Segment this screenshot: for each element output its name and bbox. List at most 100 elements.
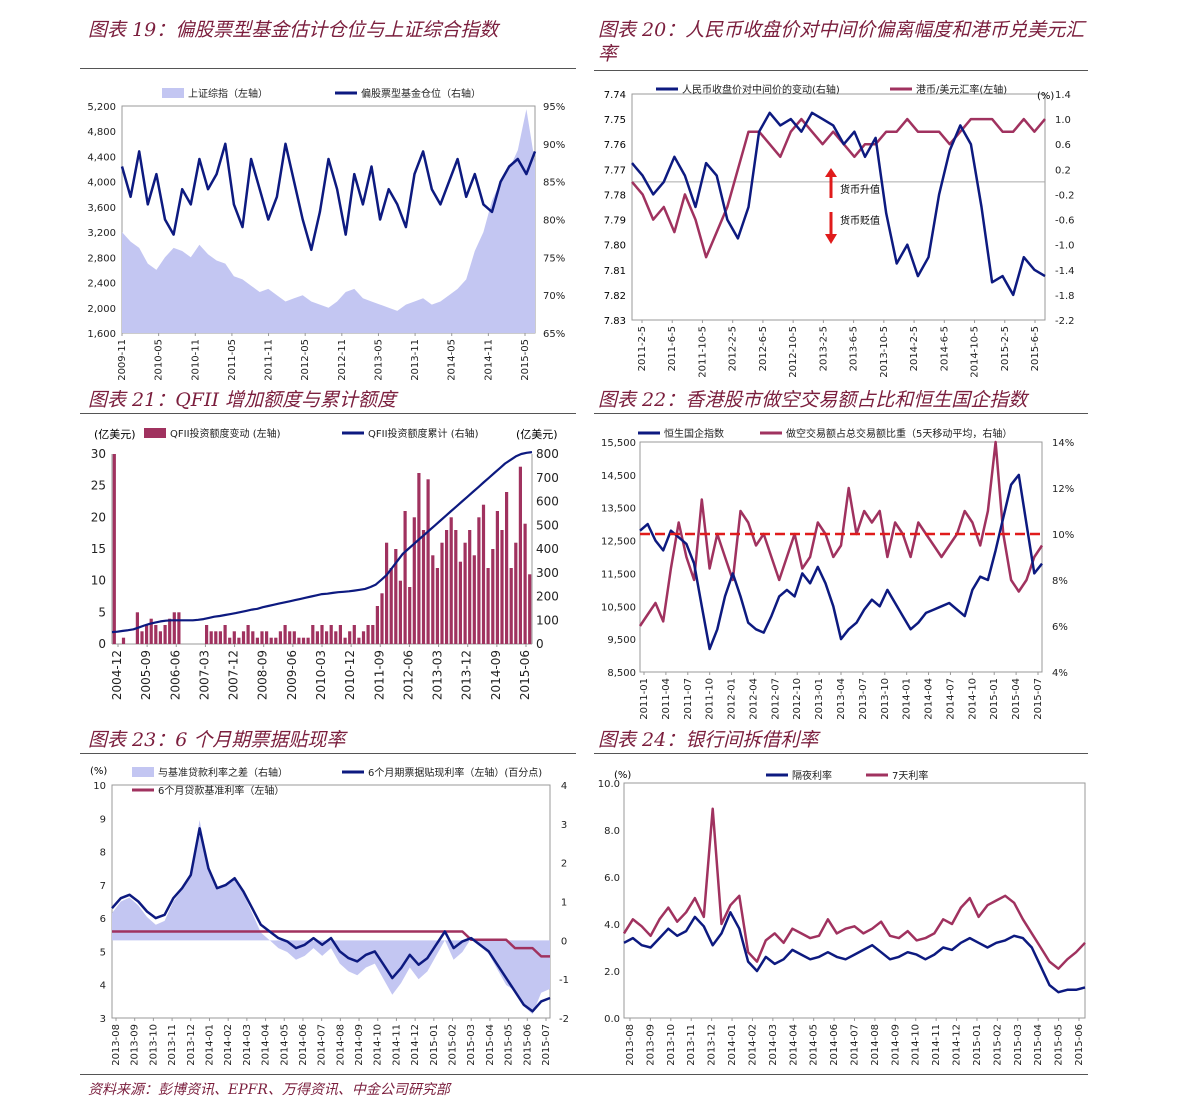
x-tick-label: 2012-11 <box>337 339 348 380</box>
legend-label: 隔夜利率 <box>792 769 832 782</box>
plot-frame <box>111 784 551 1019</box>
y-tick-label: 2 <box>561 859 567 870</box>
x-tick-label: 2013-12 <box>186 1024 197 1066</box>
quota-bar <box>158 631 162 644</box>
y-tick-label: 7.75 <box>604 115 626 126</box>
legend-label: 恒生国企指数 <box>664 427 724 440</box>
quota-bar <box>421 530 426 644</box>
quota-bar <box>403 511 407 644</box>
x-tick-label: 2014-06 <box>829 1024 840 1066</box>
y-tick-label: 8 <box>100 848 106 859</box>
quota-bar <box>481 504 486 644</box>
y-tick-label: -1.0 <box>1055 241 1075 252</box>
legend-label: QFII投资额度累计 (右轴) <box>368 427 479 440</box>
y-tick-label: 10 <box>93 781 106 792</box>
x-tick-label: 2015-01 <box>972 1024 983 1066</box>
x-tick-label: 2005-09 <box>139 650 153 700</box>
x-tick-label: 2013-11 <box>686 1024 697 1066</box>
x-tick-label: 2011-11 <box>264 339 275 380</box>
quota-bar <box>205 625 209 644</box>
x-tick-label: 2015-01 <box>429 1024 440 1066</box>
x-tick-label: 2010-03 <box>314 650 328 700</box>
y-tick-label: 70% <box>543 291 565 302</box>
x-tick-label: 2013-12 <box>707 1024 718 1066</box>
quota-bar <box>394 549 398 644</box>
x-tick-label: 2014-05 <box>279 1024 290 1066</box>
y-tick-label: 1,600 <box>87 329 116 340</box>
x-tick-label: 2014-02 <box>747 1024 758 1066</box>
x-tick-label: 2015-01 <box>989 678 1000 720</box>
x-tick-label: 2015-06 <box>518 650 532 700</box>
chart-title: 图表 23：6 个月期票据贴现率 <box>88 729 346 751</box>
y-tick-label: 4 <box>561 781 567 792</box>
quota-bar <box>431 555 435 644</box>
x-tick-label: 2014-09 <box>489 650 503 700</box>
left-unit: (亿美元) <box>94 428 136 441</box>
y-tick-label: 30 <box>91 447 106 461</box>
x-tick-label: 2010-11 <box>190 339 201 380</box>
y-tick-label: 85% <box>543 178 565 189</box>
x-tick-label: 2014-6-5 <box>939 326 950 371</box>
x-tick-label: 2007-12 <box>227 650 241 700</box>
x-tick-label: 2014-10-5 <box>970 326 981 378</box>
x-tick-label: 2012-10-5 <box>788 326 799 378</box>
x-tick-label: 2015-04 <box>1033 1024 1044 1066</box>
y-tick-label: 9,500 <box>607 635 636 646</box>
x-tick-label: 2013-11 <box>167 1024 178 1066</box>
x-tick-label: 2010-12 <box>343 650 357 700</box>
y-tick-label: 4% <box>1052 668 1068 679</box>
y-tick-label: -1.8 <box>1055 291 1075 302</box>
x-tick-label: 2012-06 <box>401 650 415 700</box>
quota-bar <box>385 542 389 644</box>
quota-bar <box>334 631 338 644</box>
quota-bar <box>325 631 329 644</box>
x-tick-label: 2014-11 <box>391 1024 402 1066</box>
x-tick-label: 2009-06 <box>285 650 299 700</box>
y-tick-label: 7.80 <box>604 241 626 252</box>
quota-bar <box>361 631 366 644</box>
quota-bar <box>214 631 218 644</box>
x-tick-label: 2014-01 <box>204 1024 215 1066</box>
annotation-label: 货币升值 <box>840 183 880 196</box>
legend-label: 港币/美元汇率(左轴) <box>916 83 1007 96</box>
quota-bar <box>306 637 310 644</box>
x-tick-label: 2013-04 <box>836 678 847 720</box>
quota-bar <box>477 517 481 644</box>
y-tick-label: 300 <box>536 566 559 580</box>
y-tick-label: 4.0 <box>604 920 620 931</box>
y-tick-label: 5 <box>98 605 106 619</box>
appreciation-arrowhead <box>825 168 837 177</box>
quota-bar <box>380 593 384 644</box>
x-tick-label: 2011-10-5 <box>697 326 708 378</box>
x-tick-label: 2014-12 <box>410 1024 421 1066</box>
x-tick-label: 2013-03 <box>431 650 445 700</box>
quota-bar <box>274 637 278 644</box>
x-tick-label: 2012-04 <box>748 678 759 720</box>
left-unit: (%) <box>90 766 107 777</box>
x-tick-label: 2012-6-5 <box>758 326 769 371</box>
quota-bar <box>288 631 292 644</box>
x-tick-label: 2008-09 <box>256 650 270 700</box>
y-tick-label: 65% <box>543 329 565 340</box>
y-tick-label: 14,500 <box>601 471 636 482</box>
y-tick-label: 500 <box>536 518 559 532</box>
quota-bar <box>375 606 379 644</box>
y-tick-label: 7.79 <box>604 216 626 227</box>
y-tick-label: 0 <box>561 936 567 947</box>
x-tick-label: 2013-2-5 <box>818 326 829 371</box>
y-tick-label: 0.6 <box>1055 140 1071 151</box>
x-tick-label: 2013-08 <box>111 1024 122 1066</box>
y-tick-label: 6 <box>100 914 106 925</box>
y-tick-label: 4 <box>100 981 106 992</box>
quota-bar <box>449 517 453 644</box>
y-tick-label: -1 <box>559 975 569 986</box>
x-tick-label: 2014-2-5 <box>909 326 920 371</box>
quota-bar <box>311 625 315 644</box>
y-tick-label: 10,500 <box>601 602 636 613</box>
quota-bar <box>357 637 361 644</box>
x-tick-label: 2011-07 <box>683 678 694 720</box>
x-tick-label: 2011-09 <box>372 650 386 700</box>
x-tick-label: 2011-05 <box>227 339 238 380</box>
y-tick-label: 2,400 <box>87 279 116 290</box>
chart-c22: 8,500 9,500 10,500 11,500 12,500 13,500 14,500… <box>601 427 1074 720</box>
